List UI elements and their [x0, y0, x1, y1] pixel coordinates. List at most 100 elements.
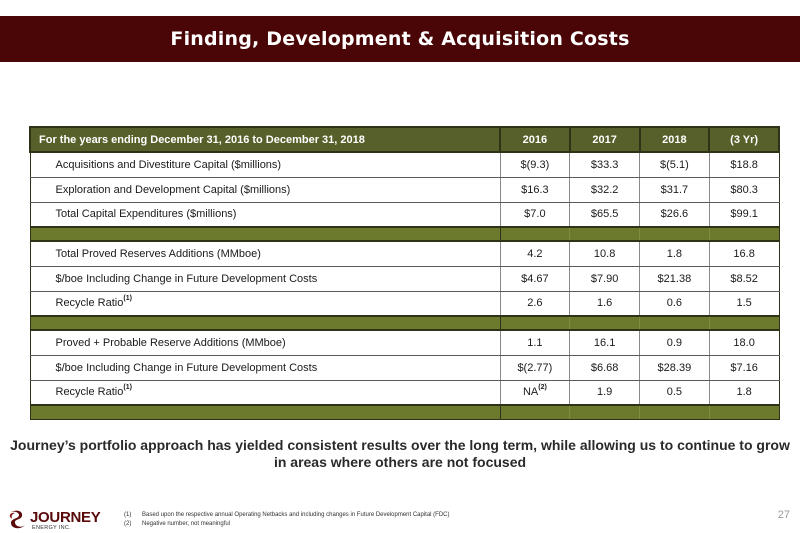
cell-value: 1.6: [569, 290, 640, 317]
cell-value: $32.2: [569, 176, 640, 203]
table-row: Recycle Ratio(1) 2.6 1.6 0.6 1.5: [29, 290, 780, 317]
cell-value: $8.52: [708, 265, 780, 292]
cell-value: $99.1: [708, 201, 780, 228]
cell-value: 10.8: [569, 240, 640, 267]
cell-value: 0.6: [639, 290, 710, 317]
row-label: Exploration and Development Capital ($mi…: [29, 176, 501, 203]
cell-value: $33.3: [569, 151, 640, 178]
row-label: Recycle Ratio(1): [29, 290, 501, 317]
separator-cell: [708, 404, 780, 420]
cell-value: $21.38: [639, 265, 710, 292]
cell-value-text: NA: [522, 386, 539, 399]
title-bar: Finding, Development & Acquisition Costs: [0, 16, 800, 62]
row-label: Total Proved Reserves Additions (MMboe): [29, 240, 501, 267]
row-label: $/boe Including Change in Future Develop…: [29, 265, 501, 292]
separator-cell: [569, 226, 640, 242]
cell-value: $26.6: [639, 201, 710, 228]
cell-value: 2.6: [499, 290, 571, 317]
cell-value: $7.0: [499, 201, 571, 228]
page-number: 27: [777, 509, 790, 521]
cell-value: 1.5: [708, 290, 780, 317]
table-row: Total Capital Expenditures ($millions) $…: [29, 201, 780, 228]
table-row: Exploration and Development Capital ($mi…: [29, 176, 780, 203]
row-label: $/boe Including Change in Future Develop…: [29, 354, 501, 381]
header-label: For the years ending December 31, 2016 t…: [29, 126, 501, 153]
row-label: Total Capital Expenditures ($millions): [29, 201, 501, 228]
cell-value: 0.9: [639, 329, 710, 356]
cell-value: $7.16: [708, 354, 780, 381]
footnote-number: (1): [124, 512, 132, 518]
row-label-text: Recycle Ratio: [55, 297, 124, 310]
footnote-ref: (1): [123, 384, 132, 392]
cell-value: 1.1: [499, 329, 571, 356]
table-row: Acquisitions and Divestiture Capital ($m…: [29, 151, 780, 178]
separator-cell: [499, 226, 571, 242]
logo-subtitle: ENERGY INC.: [32, 525, 71, 531]
cell-value: $18.8: [708, 151, 780, 178]
logo-wordmark: JOURNEY: [30, 509, 101, 526]
footnote-item: (1) Based upon the respective annual Ope…: [124, 511, 450, 520]
fdc-table: For the years ending December 31, 2016 t…: [29, 126, 780, 420]
cell-value: $80.3: [708, 176, 780, 203]
separator-cell: [29, 404, 501, 420]
header-col-3yr: (3 Yr): [708, 126, 780, 153]
cell-value: $(9.3): [499, 151, 571, 178]
cell-value: $7.90: [569, 265, 640, 292]
cell-value: $4.67: [499, 265, 571, 292]
cell-value: $6.68: [569, 354, 640, 381]
table-row: Proved + Probable Reserve Additions (MMb…: [29, 329, 780, 356]
table-separator-row: [29, 404, 780, 420]
table-header-row: For the years ending December 31, 2016 t…: [29, 126, 780, 153]
cell-value: $65.5: [569, 201, 640, 228]
cell-value: 16.1: [569, 329, 640, 356]
footnote-ref: (1): [123, 295, 132, 303]
page-title: Finding, Development & Acquisition Costs: [170, 28, 630, 50]
table-row: $/boe Including Change in Future Develop…: [29, 265, 780, 292]
header-col-2017: 2017: [568, 126, 641, 153]
cell-value: 4.2: [499, 240, 571, 267]
table-separator-row: [29, 226, 780, 242]
cell-value: 1.9: [569, 379, 640, 406]
separator-cell: [29, 226, 501, 242]
table-separator-row: [29, 315, 780, 331]
separator-cell: [639, 404, 710, 420]
footnote-text: Negative number, not meaningful: [142, 521, 231, 527]
separator-cell: [639, 315, 710, 331]
footnote-number: (2): [124, 521, 132, 527]
cell-value: 1.8: [639, 240, 710, 267]
row-label: Recycle Ratio(1): [29, 379, 501, 406]
summary-statement: Journey’s portfolio approach has yielded…: [10, 437, 790, 470]
table-row: Recycle Ratio(1) NA(2) 1.9 0.5 1.8: [29, 379, 780, 406]
row-label: Acquisitions and Divestiture Capital ($m…: [29, 151, 501, 178]
fdc-table-container: For the years ending December 31, 2016 t…: [29, 126, 780, 420]
cell-value: $16.3: [499, 176, 571, 203]
cell-value: $(2.77): [499, 354, 571, 381]
footnote-item: (2) Negative number, not meaningful: [124, 520, 450, 529]
header-col-2016: 2016: [499, 126, 571, 153]
separator-cell: [569, 404, 640, 420]
cell-value: $28.39: [639, 354, 710, 381]
cell-value: $31.7: [639, 176, 710, 203]
cell-value: 16.8: [708, 240, 780, 267]
separator-cell: [569, 315, 640, 331]
separator-cell: [639, 226, 710, 242]
footnote-text: Based upon the respective annual Operati…: [142, 512, 450, 518]
table-row: Total Proved Reserves Additions (MMboe) …: [29, 240, 780, 267]
header-col-2018: 2018: [638, 126, 711, 153]
separator-cell: [499, 315, 571, 331]
cell-value: 1.8: [708, 379, 780, 406]
separator-cell: [708, 315, 780, 331]
footnotes: (1) Based upon the respective annual Ope…: [124, 511, 450, 529]
cell-value: 0.5: [639, 379, 710, 406]
separator-cell: [708, 226, 780, 242]
journey-swoosh-icon: [9, 510, 25, 529]
footnote-ref: (2): [538, 384, 547, 392]
separator-cell: [29, 315, 501, 331]
company-logo: JOURNEY ENERGY INC.: [8, 508, 108, 531]
separator-cell: [499, 404, 571, 420]
row-label: Proved + Probable Reserve Additions (MMb…: [29, 329, 501, 356]
row-label-text: Recycle Ratio: [55, 386, 124, 399]
cell-value: NA(2): [499, 379, 571, 406]
cell-value: 18.0: [708, 329, 780, 356]
table-row: $/boe Including Change in Future Develop…: [29, 354, 780, 381]
